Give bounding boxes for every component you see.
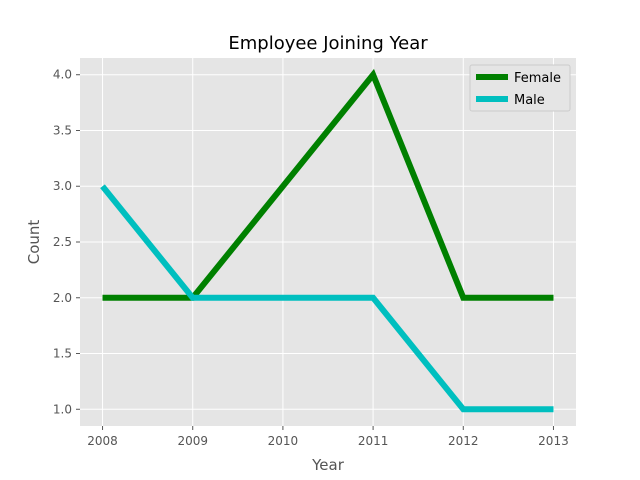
x-tick-label: 2009 (177, 434, 208, 448)
x-axis-ticks: 2008 2009 2010 2011 2012 2013 (87, 426, 569, 448)
y-tick-label: 3.0 (53, 179, 72, 193)
chart-title: Employee Joining Year (228, 33, 428, 54)
y-axis-label: Count (25, 220, 43, 265)
x-axis-label: Year (311, 456, 345, 474)
y-tick-label: 4.0 (53, 68, 72, 82)
x-tick-label: 2010 (268, 434, 299, 448)
y-tick-label: 1.0 (53, 402, 72, 416)
y-tick-label: 2.0 (53, 291, 72, 305)
legend-label-female: Female (514, 71, 561, 86)
series-line-female (102, 68, 554, 301)
legend: Female Male (469, 64, 571, 112)
x-tick-label: 2008 (87, 434, 118, 448)
y-tick-label: 1.5 (53, 347, 72, 361)
legend-label-male: Male (514, 93, 545, 108)
y-axis-ticks: 1.0 1.5 2.0 2.5 3.0 3.5 4.0 (53, 68, 80, 416)
x-tick-label: 2013 (538, 434, 569, 448)
y-tick-label: 3.5 (53, 123, 72, 137)
y-tick-label: 2.5 (53, 235, 72, 249)
series-line-male (100, 184, 554, 413)
series-lines (100, 68, 554, 413)
x-tick-label: 2011 (358, 434, 389, 448)
x-tick-label: 2012 (448, 434, 479, 448)
